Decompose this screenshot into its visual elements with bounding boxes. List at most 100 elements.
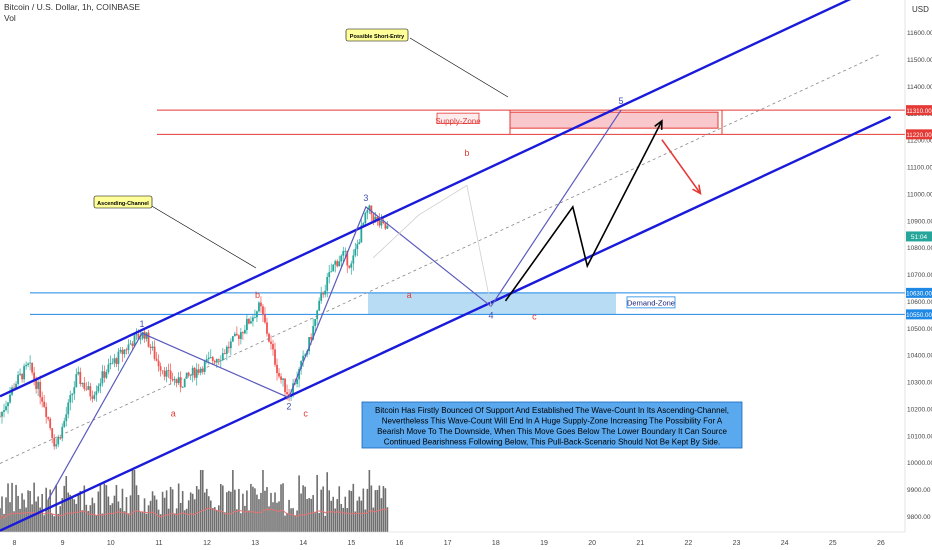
candle-body: [0, 416, 1, 418]
candle-body: [376, 216, 379, 220]
volume-bar: [83, 485, 86, 532]
channel-lower-line: [0, 115, 892, 532]
candle-body: [280, 376, 282, 380]
volume-bar: [334, 508, 337, 532]
candle-body: [95, 391, 98, 395]
y-tick-label: 11500.00: [907, 57, 932, 64]
volume-bar: [226, 492, 228, 532]
candle-body: [127, 344, 130, 351]
volume-bar: [55, 484, 58, 532]
candle-body: [278, 373, 280, 377]
short-entry-pointer: [409, 37, 509, 98]
volume-bar: [3, 513, 5, 532]
candle-body: [254, 317, 256, 319]
y-tick-label: 10600.00: [907, 299, 932, 306]
x-tick-label: 8: [12, 540, 16, 547]
candle-body: [101, 371, 104, 384]
candle-body: [227, 346, 230, 349]
candle-body: [181, 387, 184, 389]
candle-body: [292, 383, 294, 396]
candle-body: [382, 220, 385, 224]
volume-bar: [65, 476, 68, 532]
x-tick-label: 18: [492, 540, 500, 547]
channel-pointer: [149, 204, 257, 269]
candle-body: [155, 358, 158, 361]
volume-bar: [218, 505, 220, 532]
candle-body: [201, 368, 204, 372]
candle-body: [239, 332, 242, 339]
volume-bar: [27, 490, 29, 532]
volume-bar: [125, 497, 128, 532]
candle-body: [358, 242, 361, 245]
candle-body: [229, 341, 232, 349]
candle-body: [41, 397, 44, 402]
bearish-arrowhead: [692, 184, 702, 195]
candle-body: [141, 331, 144, 339]
volume-bar: [35, 501, 37, 532]
volume-bar: [139, 511, 142, 532]
candle-body: [209, 357, 212, 358]
candle-body: [354, 248, 357, 256]
candle-body: [233, 333, 236, 337]
candle-body: [235, 333, 238, 336]
supply-zone-label-box: [436, 112, 480, 124]
volume-bar: [47, 499, 49, 532]
y-tick-label: 11000.00: [907, 191, 932, 198]
candle-body: [187, 372, 190, 376]
candle-body: [304, 354, 307, 356]
candle-body: [262, 306, 264, 315]
candle-body: [77, 371, 80, 375]
candle-body: [191, 367, 194, 376]
candle-body: [7, 402, 9, 407]
candle-body: [151, 346, 154, 348]
volume-ma-line: [0, 507, 388, 520]
candle-body: [338, 261, 341, 267]
candle-body: [161, 370, 164, 372]
level-price-tag-label: 11220.00: [906, 132, 932, 139]
candle-body: [59, 436, 62, 439]
volume-bar: [43, 515, 45, 532]
candle-body: [193, 367, 196, 378]
candle-body: [91, 396, 94, 399]
demand-zone-box: [368, 292, 616, 315]
volume-bar: [222, 485, 224, 532]
candle-body: [199, 368, 202, 373]
candle-body: [121, 349, 124, 355]
volume-bar: [141, 512, 144, 532]
x-tick-label: 25: [829, 540, 837, 547]
level-price-tag-label: 11310.00: [906, 108, 932, 115]
countdown-label: 51:04: [911, 234, 928, 241]
volume-bar: [191, 493, 194, 532]
candle-body: [21, 373, 23, 380]
candle-body: [270, 341, 272, 344]
x-tick-label: 20: [588, 540, 596, 547]
volume-bar: [33, 482, 35, 532]
y-tick-label: 10700.00: [907, 272, 932, 279]
wave-count-path: [47, 109, 622, 501]
candle-body: [211, 357, 214, 361]
candle-body: [93, 394, 96, 399]
candle-body: [326, 276, 329, 291]
y-tick-label: 9900.00: [907, 487, 931, 494]
volume-bar: [137, 495, 140, 532]
x-tick-label: 22: [684, 540, 692, 547]
candle-body: [163, 370, 166, 377]
volume-bar: [270, 492, 272, 532]
candle-body: [167, 370, 170, 371]
volume-bar: [143, 498, 146, 532]
volume-bar: [205, 488, 208, 532]
candle-body: [179, 377, 182, 388]
volume-bar: [97, 491, 100, 532]
volume-bar: [203, 492, 206, 532]
candle-body: [159, 366, 162, 371]
candle-body: [260, 302, 262, 307]
volume-bar: [11, 482, 13, 532]
volume-bar: [302, 485, 304, 532]
volume-bar: [364, 509, 367, 532]
candle-body: [370, 205, 373, 215]
volume-bar: [250, 483, 252, 532]
volume-bar: [29, 491, 31, 532]
candle-body: [274, 349, 276, 365]
